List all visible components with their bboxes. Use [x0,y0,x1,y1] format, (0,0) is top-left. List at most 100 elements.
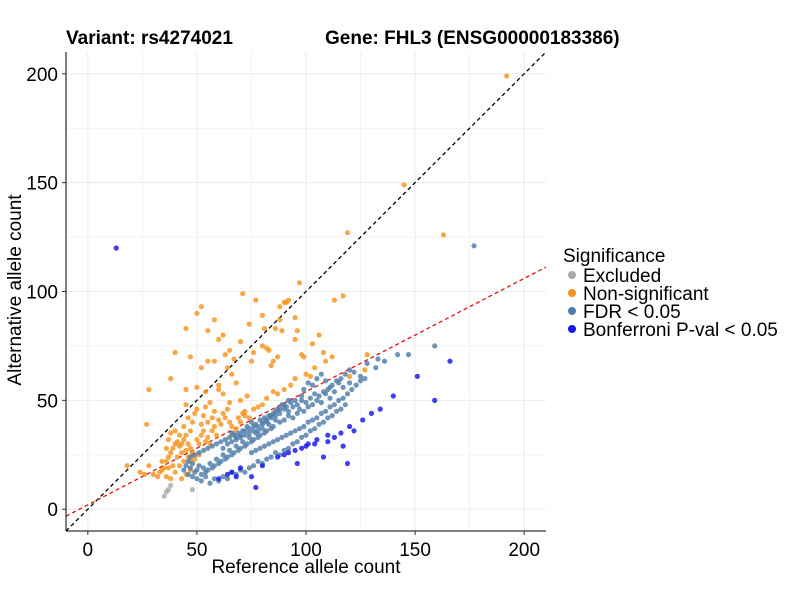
data-point [336,397,342,403]
data-point [312,391,318,397]
data-point [299,445,305,451]
data-point [395,352,401,358]
data-point [309,382,316,388]
data-point [216,417,222,423]
data-point [375,356,381,362]
data-point [268,413,274,419]
data-point [165,465,172,471]
data-point [255,434,261,440]
data-point [275,437,281,443]
data-point [318,371,324,377]
data-point [340,293,346,299]
data-point [294,439,300,445]
data-point [227,399,233,406]
data-point [301,386,307,393]
data-point [290,441,296,447]
data-point [237,397,244,403]
y-axis-title: Alternative allele count [5,194,26,386]
data-point [240,439,246,445]
data-point [161,493,167,499]
data-point [229,430,235,436]
data-point [255,458,261,464]
data-point [292,397,298,403]
data-point [183,325,189,332]
data-point [222,456,228,462]
data-point [325,432,331,438]
data-point [279,434,285,440]
data-point [181,437,187,443]
data-point [198,421,204,427]
data-point [251,428,257,434]
data-point [229,452,235,458]
data-point [179,441,185,447]
data-point [296,406,303,412]
data-point [353,382,359,388]
data-point [329,413,335,419]
data-point [187,428,193,434]
data-point [301,408,307,414]
data-point [270,358,276,364]
data-point [183,463,189,469]
data-point [329,354,335,360]
data-point [146,386,152,393]
data-point [318,410,324,416]
data-point [242,413,248,419]
data-point [338,376,344,382]
data-point [246,426,252,432]
data-point [216,336,222,342]
data-point [185,415,191,421]
data-point [309,402,316,408]
data-point [203,474,209,480]
data-points [113,73,510,499]
data-point [381,358,388,364]
data-point [248,358,255,364]
data-point [294,402,300,408]
data-point [270,439,276,445]
data-point [305,404,311,410]
data-point [275,354,281,360]
data-point [259,312,265,318]
data-point [288,382,294,388]
data-point [303,432,309,438]
data-point [194,384,200,390]
data-point [242,432,248,438]
data-point [181,423,187,430]
data-point [277,304,283,310]
data-point [200,413,207,419]
data-point [261,430,268,436]
data-point [220,445,226,451]
data-point [307,373,313,379]
data-point [272,413,279,419]
y-tick-label: 100 [26,283,58,304]
data-point [305,380,311,386]
data-point [216,382,222,388]
data-point [137,469,143,475]
data-point [237,434,244,440]
data-point [163,458,169,464]
data-point [309,341,316,347]
data-point [292,447,298,453]
data-point [222,437,228,443]
data-point [401,182,407,188]
data-point [185,441,191,447]
data-point [331,297,337,303]
y-tick-label: 0 [47,500,58,521]
legend-title: Significance [563,246,665,267]
data-point [351,428,357,434]
legend-key [568,325,576,333]
data-point [285,297,292,303]
data-point [314,415,320,421]
data-point [270,389,276,395]
data-point [220,410,226,416]
data-point [181,467,187,473]
data-point [244,393,250,399]
data-point [224,441,231,447]
data-point [168,430,174,436]
data-point [323,358,329,364]
data-point [233,426,239,432]
data-point [253,297,259,303]
data-point [172,349,178,356]
data-point [211,423,217,430]
series-excluded [161,482,196,499]
